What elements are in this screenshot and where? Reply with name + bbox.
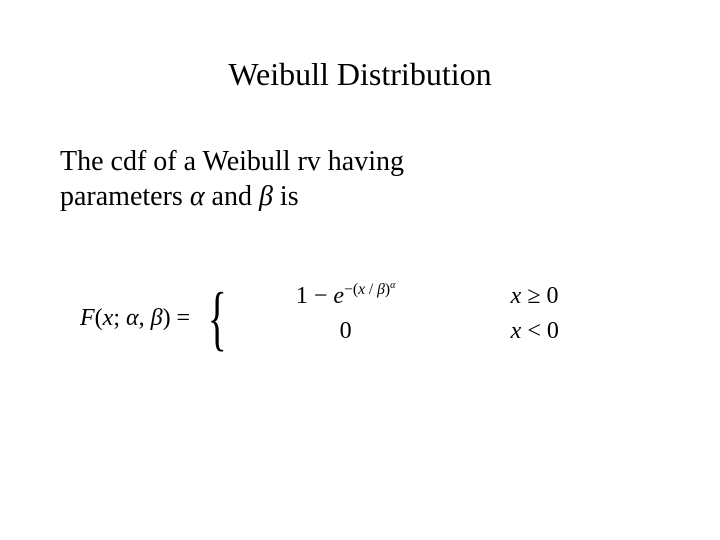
case-row-1: 1 − e−(x / β)α x ≥ 0: [241, 280, 601, 318]
exp-alpha-sym: α: [390, 280, 395, 291]
formula-block: F(x; α, β) = { 1 − e−(x / β)α x ≥ 0 0 x …: [80, 280, 640, 356]
body-prefix: parameters: [60, 181, 183, 212]
beta-symbol: β: [259, 181, 273, 212]
case1-expr: 1 − e−(x / β)α: [241, 280, 451, 310]
case1-e: e: [333, 283, 344, 309]
slide: Weibull Distribution The cdf of a Weibul…: [0, 0, 720, 540]
lhs-comma: ,: [139, 305, 151, 331]
case1-prefix: 1 −: [296, 283, 334, 309]
exp-alpha: α: [390, 280, 395, 291]
is-text: is: [280, 181, 299, 212]
alpha-symbol: α: [190, 181, 205, 212]
lhs-alpha: α: [126, 305, 139, 331]
exp-beta: β: [377, 281, 385, 298]
exp-open: −(: [344, 281, 358, 298]
and-text: and: [212, 181, 259, 212]
lhs-semi: ;: [113, 305, 126, 331]
case2-cond: x < 0: [511, 318, 601, 345]
lhs-x: x: [103, 305, 114, 331]
body-text: The cdf of a Weibull rv having parameter…: [60, 144, 660, 214]
case-row-2: 0 x < 0: [241, 318, 601, 356]
case1-exponent: −(x / β)α: [344, 281, 395, 298]
cond1-x: x: [511, 283, 522, 309]
formula-cases: 1 − e−(x / β)α x ≥ 0 0 x < 0: [241, 280, 601, 356]
exp-x: x: [358, 281, 365, 298]
cond1-op: ≥ 0: [521, 283, 558, 309]
case1-cond: x ≥ 0: [511, 283, 601, 310]
slide-title: Weibull Distribution: [0, 56, 720, 93]
exp-slash: /: [365, 281, 377, 298]
case2-expr: 0: [241, 318, 451, 345]
lhs-beta: β: [151, 305, 163, 331]
cond2-op: < 0: [521, 318, 559, 344]
formula-lhs: F(x; α, β) =: [80, 305, 190, 332]
brace-icon: {: [208, 282, 227, 354]
formula-row: F(x; α, β) = { 1 − e−(x / β)α x ≥ 0 0 x …: [80, 280, 640, 356]
lhs-open: (: [95, 305, 103, 331]
lhs-F: F: [80, 305, 95, 331]
body-line-1: The cdf of a Weibull rv having: [60, 144, 660, 179]
body-line-2: parameters α and β is: [60, 179, 660, 214]
cond2-x: x: [511, 318, 522, 344]
lhs-close: ) =: [163, 305, 191, 331]
